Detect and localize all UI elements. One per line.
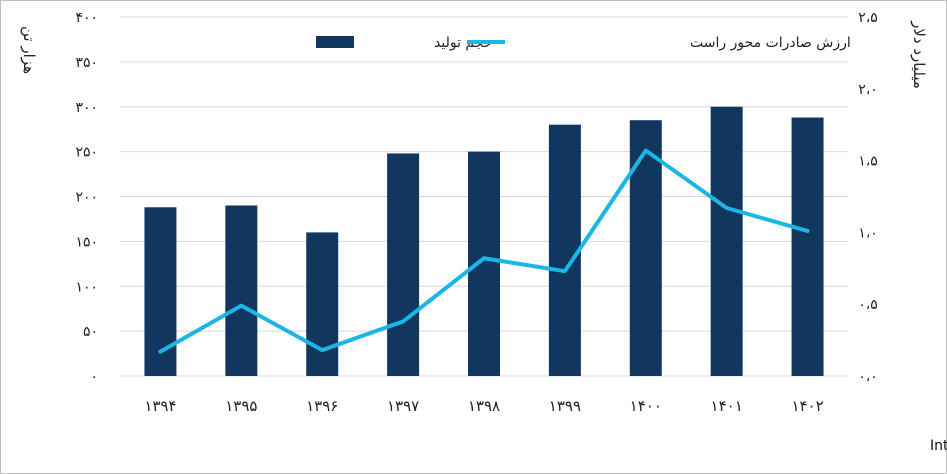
x-axis-ticks: ۱۳۹۴ ۱۳۹۵ ۱۳۹۶ ۱۳۹۷ ۱۳۹۸ ۱۳۹۹ ۱۴۰۰ ۱۴۰۱ ۱۴۰۲ <box>144 397 823 415</box>
x-tick-label: ۱۳۹۷ <box>387 397 419 415</box>
bar <box>387 153 420 376</box>
right-tick-label: ۱،۰ <box>858 225 878 241</box>
bar <box>144 207 177 376</box>
x-tick-label: ۱۳۹۴ <box>144 397 176 415</box>
left-tick-label: ۲۵۰ <box>75 145 98 161</box>
bar <box>548 124 581 376</box>
left-tick-label: ۵۰ <box>83 324 98 340</box>
source-note: منبع: ایمیدرو، International Trade Centr… <box>930 438 947 454</box>
bar <box>791 117 824 377</box>
right-tick-label: ۱،۵ <box>858 154 878 170</box>
bar <box>629 120 662 377</box>
x-tick-label: ۱۳۹۸ <box>468 397 500 415</box>
left-axis-title: هزار تن <box>20 26 38 74</box>
legend-bar-swatch <box>316 36 354 48</box>
left-axis-ticks: ۰ ۵۰ ۱۰۰ ۱۵۰ ۲۰۰ ۲۵۰ ۳۰۰ ۳۵۰ ۴۰۰ <box>75 10 98 385</box>
bar <box>710 106 743 376</box>
left-tick-label: ۱۰۰ <box>75 279 98 295</box>
right-tick-label: ۰،۵ <box>858 297 878 313</box>
right-axis-title: میلیارد دلار <box>910 20 928 89</box>
right-tick-label: ۰،۰ <box>858 369 878 385</box>
bar-series <box>144 106 824 377</box>
x-tick-label: ۱۴۰۰ <box>630 397 662 415</box>
right-axis-ticks: ۰،۰ ۰،۵ ۱،۰ ۱،۵ ۲،۰ ۲،۵ <box>858 10 878 385</box>
left-tick-label: ۱۵۰ <box>75 234 98 250</box>
legend-bar-label: حجم تولید <box>434 35 492 51</box>
right-tick-label: ۲،۰ <box>858 82 878 98</box>
left-tick-label: ۳۰۰ <box>75 100 98 116</box>
left-tick-label: ۴۰۰ <box>75 10 98 26</box>
legend: حجم تولید ارزش صادرات محور راست <box>316 35 851 51</box>
x-tick-label: ۱۳۹۶ <box>306 397 338 415</box>
left-tick-label: ۳۵۰ <box>75 55 98 71</box>
legend-line-label: ارزش صادرات محور راست <box>690 35 851 51</box>
right-tick-label: ۲،۵ <box>858 10 878 26</box>
line-series <box>158 148 810 354</box>
bar <box>306 232 339 376</box>
x-tick-label: ۱۴۰۲ <box>791 397 823 415</box>
left-tick-label: ۲۰۰ <box>75 190 98 206</box>
bar <box>225 205 258 376</box>
left-tick-label: ۰ <box>90 369 98 385</box>
x-tick-label: ۱۳۹۹ <box>549 397 581 415</box>
x-tick-label: ۱۳۹۵ <box>225 397 257 415</box>
x-tick-label: ۱۴۰۱ <box>711 397 743 415</box>
bar <box>468 151 500 376</box>
